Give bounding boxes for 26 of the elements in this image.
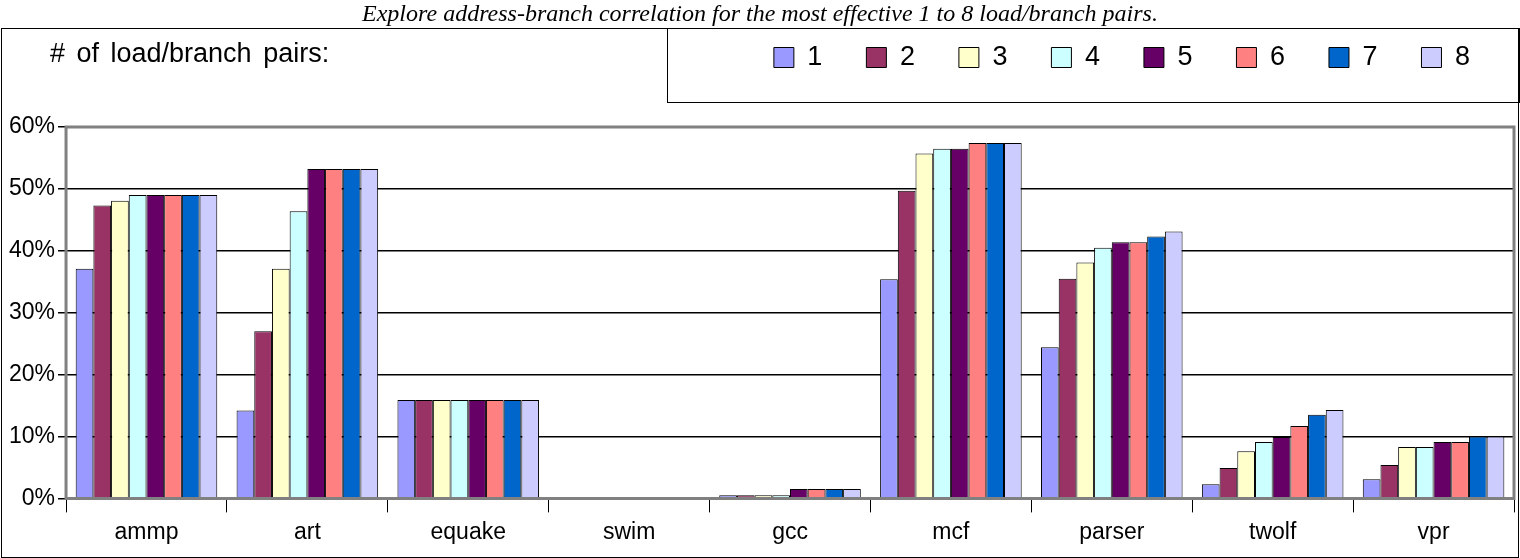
x-tick-label: swim <box>602 517 656 544</box>
x-tick-label: equake <box>430 517 506 544</box>
chart-title: Explore address-branch correlation for the most effective 1 to 8 load/branch pairs. <box>361 0 1159 26</box>
x-tick-label: ammp <box>114 517 179 544</box>
legend-label: 4 <box>1084 40 1100 71</box>
y-tick-label: 60% <box>8 112 56 139</box>
y-tick-label: 50% <box>8 174 56 201</box>
y-tick-label: 20% <box>8 359 56 386</box>
legend-label: 2 <box>899 40 915 71</box>
legend-label: 6 <box>1269 40 1285 71</box>
legend-label: 3 <box>992 40 1008 71</box>
y-tick-label: 30% <box>8 298 56 325</box>
legend-label: 7 <box>1362 40 1378 71</box>
legend-label: 1 <box>807 40 823 71</box>
x-tick-label: parser <box>1079 517 1145 544</box>
x-tick-label: vpr <box>1417 517 1450 544</box>
x-tick-label: gcc <box>772 517 808 544</box>
legend-title: # of load/branch pairs: <box>50 38 330 69</box>
legend-label: 5 <box>1177 40 1193 71</box>
x-tick-label: mcf <box>932 517 971 544</box>
legend-label: 8 <box>1454 40 1471 71</box>
x-tick-label: art <box>293 517 322 544</box>
y-tick-label: 0% <box>21 483 56 510</box>
x-tick-label: twolf <box>1249 517 1297 544</box>
y-tick-label: 10% <box>8 421 56 448</box>
y-tick-label: 40% <box>8 236 56 263</box>
